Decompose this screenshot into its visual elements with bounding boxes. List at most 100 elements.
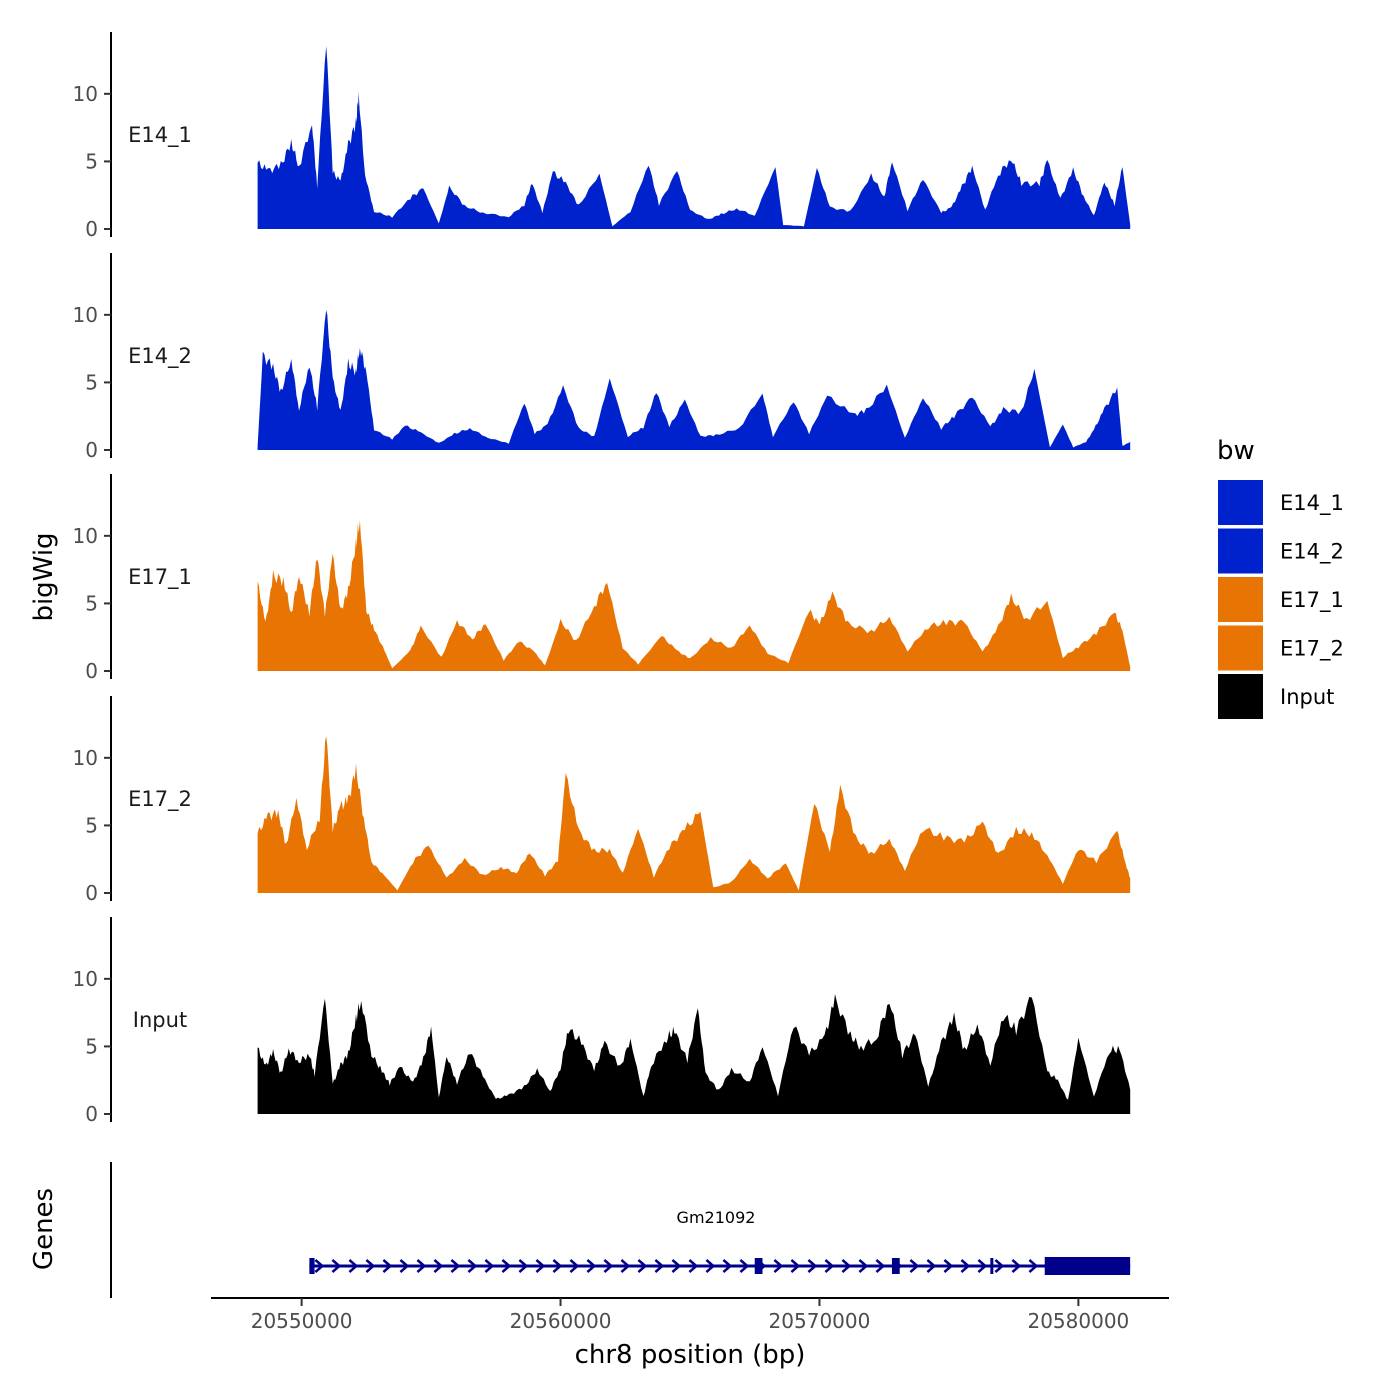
strand-arrow [586, 1259, 597, 1273]
y-tick-label: 10 [73, 746, 98, 770]
gene-exon [891, 1258, 900, 1274]
strand-arrow [960, 1259, 971, 1273]
y-tick-label: 5 [85, 591, 98, 615]
legend-label: E14_1 [1280, 491, 1344, 516]
strand-arrow [739, 1259, 750, 1273]
strand-arrow [484, 1259, 495, 1273]
strand-arrow [909, 1259, 920, 1273]
strand-arrow [1011, 1259, 1022, 1273]
x-tick-label: 20560000 [510, 1309, 612, 1333]
strand-arrow [637, 1259, 648, 1273]
strand-arrow [603, 1259, 614, 1273]
legend-swatch [1218, 528, 1263, 574]
legend-label: E14_2 [1280, 540, 1344, 565]
strand-arrow [858, 1259, 869, 1273]
legend-label: Input [1280, 685, 1334, 709]
track-E17_1: 0 5 10 E17_1 [73, 474, 1131, 683]
strand-arrow [552, 1259, 563, 1273]
gene-track-title: Genes [29, 1188, 59, 1270]
strand-arrow [535, 1259, 546, 1273]
track-label: Input [133, 1008, 187, 1032]
strand-arrow [365, 1259, 376, 1273]
signal-area-E17_2 [257, 736, 1131, 893]
y-tick-label: 10 [73, 82, 98, 106]
strand-arrow [501, 1259, 512, 1273]
strand-arrow [705, 1259, 716, 1273]
gene-exon [754, 1258, 763, 1274]
strand-arrow [994, 1259, 1005, 1273]
y-tick-label: 0 [85, 217, 98, 241]
legend-swatch [1218, 577, 1263, 622]
strand-arrow [943, 1259, 954, 1273]
y-tick-label: 10 [73, 967, 98, 991]
strand-arrow [314, 1259, 325, 1273]
strand-arrow [450, 1259, 461, 1273]
strand-arrow [654, 1259, 665, 1273]
strand-arrow [1028, 1259, 1039, 1273]
strand-arrow [467, 1259, 478, 1273]
track-Input: 0 5 10 Input [73, 917, 1131, 1126]
strand-arrow [926, 1259, 937, 1273]
legend-label: E17_2 [1280, 637, 1344, 662]
strand-arrow [433, 1259, 444, 1273]
strand-arrow [416, 1259, 427, 1273]
gene-exon [309, 1258, 315, 1274]
strand-arrow [841, 1259, 852, 1273]
legend-title: bw [1217, 436, 1255, 466]
signal-area-Input [257, 994, 1131, 1114]
x-tick-label: 20580000 [1027, 1309, 1129, 1333]
track-E17_2: 0 5 10 E17_2 [73, 696, 1131, 905]
strand-arrow [875, 1259, 886, 1273]
strand-arrow [348, 1259, 359, 1273]
legend-swatch [1218, 480, 1263, 525]
x-axis-title: chr8 position (bp) [575, 1340, 806, 1370]
strand-arrow [331, 1259, 342, 1273]
strand-arrow [671, 1259, 682, 1273]
y-tick-label: 5 [85, 1034, 98, 1058]
legend: bw E14_1 E14_2 E17_1 E17_2 Input [1217, 436, 1344, 719]
track-label: E14_1 [128, 123, 192, 148]
y-tick-label: 10 [73, 303, 98, 327]
x-ticks: 20550000 20560000 20570000 20580000 [251, 1298, 1129, 1333]
y-tick-label: 5 [85, 370, 98, 394]
strand-arrow [977, 1259, 988, 1273]
x-axis: 20550000 20560000 20570000 20580000 chr8 po… [211, 1297, 1169, 1370]
strand-arrow [518, 1259, 529, 1273]
signal-area-E14_2 [257, 310, 1131, 450]
gene-exon [1044, 1257, 1131, 1275]
gene-exon [990, 1258, 994, 1274]
track-E14_2: 0 5 10 E14_2 [73, 253, 1131, 462]
legend-swatch [1218, 674, 1263, 719]
y-tick-label: 5 [85, 149, 98, 173]
track-panels: 0 5 10 E14_1 0 5 10 E14_2 0 5 10 E17_1 0 5 10 E17_2 0 5 10… [73, 32, 1131, 1126]
y-tick-label: 5 [85, 813, 98, 837]
y-tick-label: 0 [85, 881, 98, 905]
gene-model [309, 1257, 1131, 1275]
legend-items: E14_1 E14_2 E17_1 E17_2 Input [1218, 480, 1344, 719]
strand-arrow [807, 1259, 818, 1273]
strand-arrow [722, 1259, 733, 1273]
gene-track: Genes Gm21092 [29, 1162, 1131, 1298]
y-tick-label: 0 [85, 659, 98, 683]
gene-name-label: Gm21092 [677, 1208, 756, 1227]
y-tick-label: 0 [85, 1102, 98, 1126]
signal-area-E14_1 [257, 46, 1131, 229]
strand-arrow [399, 1259, 410, 1273]
track-E14_1: 0 5 10 E14_1 [73, 32, 1131, 241]
legend-swatch [1218, 625, 1263, 671]
strand-arrow [569, 1259, 580, 1273]
strand-arrow [790, 1259, 801, 1273]
legend-label: E17_1 [1280, 588, 1344, 613]
strand-arrow [620, 1259, 631, 1273]
strand-arrow [773, 1259, 784, 1273]
y-axis-title: bigWig [29, 532, 59, 621]
x-tick-label: 20550000 [251, 1309, 353, 1333]
y-tick-label: 0 [85, 438, 98, 462]
y-tick-label: 10 [73, 524, 98, 548]
strand-arrow [688, 1259, 699, 1273]
signal-area-E17_1 [257, 520, 1131, 671]
strand-arrow [382, 1259, 393, 1273]
x-tick-label: 20570000 [769, 1309, 871, 1333]
track-label: E14_2 [128, 344, 192, 369]
